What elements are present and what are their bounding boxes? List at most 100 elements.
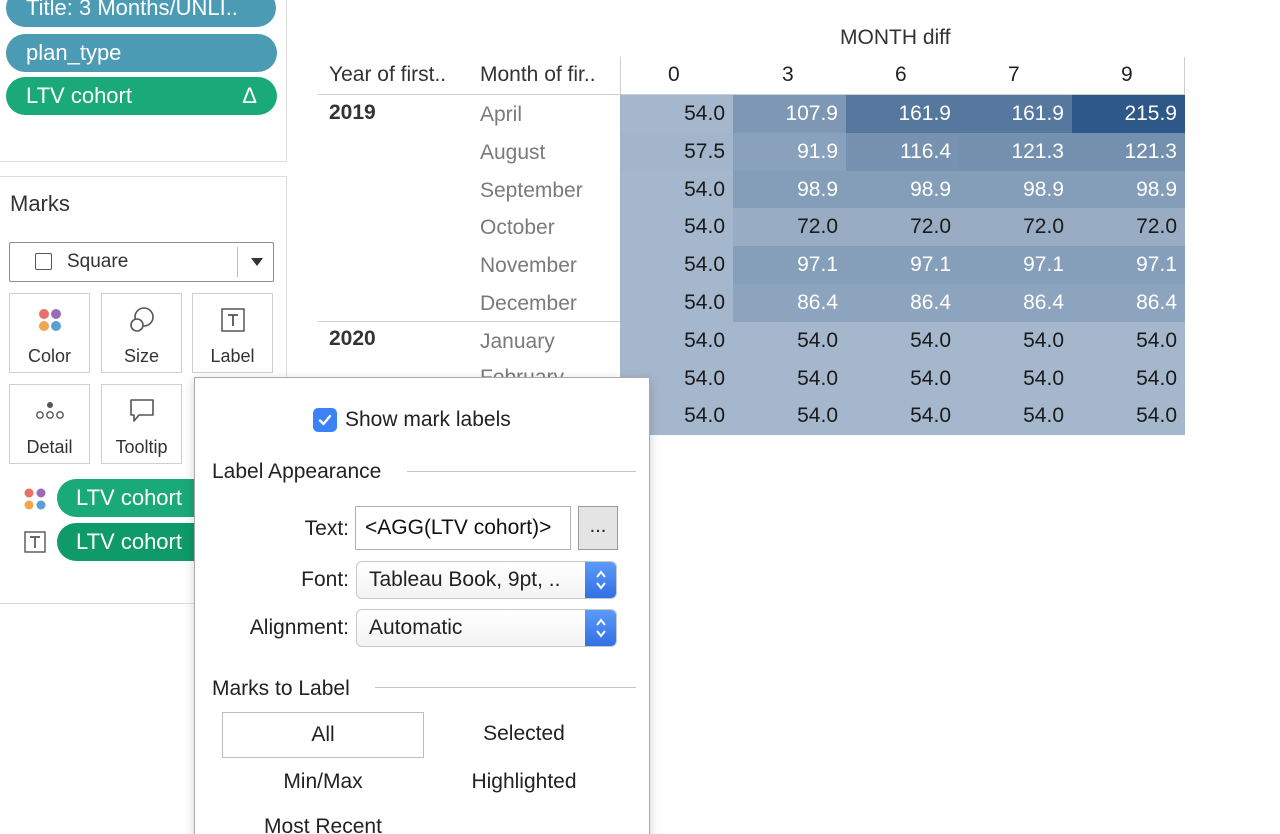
show-mark-labels-row[interactable]: Show mark labels [313,406,511,434]
heatmap-cell[interactable]: 121.3 [1072,132,1185,171]
label-button[interactable]: Label [192,293,273,373]
year-label[interactable]: 2019 [329,101,376,124]
heatmap-cell[interactable]: 54.0 [1072,321,1185,360]
heatmap-cell[interactable]: 54.0 [733,359,846,398]
text-field[interactable]: <AGG(LTV cohort)> [355,506,571,550]
heatmap-cell[interactable]: 54.0 [620,95,733,133]
heatmap-cell[interactable]: 54.0 [733,397,846,436]
heatmap-cell[interactable]: 54.0 [846,359,959,398]
select-stepper-icon [585,562,616,598]
edit-text-button[interactable]: ... [578,506,618,550]
heatmap-cell[interactable]: 215.9 [1072,95,1185,133]
label-appearance-heading: Label Appearance [212,460,382,483]
heatmap-cell[interactable]: 54.0 [620,246,733,285]
heatmap-cell[interactable]: 54.0 [846,321,959,360]
font-select[interactable]: Tableau Book, 9pt, .. [356,561,617,599]
label-shelf-pill-label: LTV cohort [76,529,182,554]
heatmap-cell[interactable]: 97.1 [846,246,959,285]
month-label[interactable]: September [480,179,583,202]
heatmap-cell[interactable]: 91.9 [733,132,846,171]
alignment-select-value: Automatic [369,616,463,639]
filters-card: Title: 3 Months/UNLI.. plan_type LTV coh… [0,0,287,162]
heatmap-cell[interactable]: 161.9 [959,95,1072,133]
heatmap-cell[interactable]: 98.9 [846,170,959,209]
heatmap-cell[interactable]: 54.0 [846,397,959,436]
text-label-icon [193,306,272,334]
heatmap-cell[interactable]: 98.9 [733,170,846,209]
month-label[interactable]: April [480,103,523,126]
tooltip-button[interactable]: Tooltip [101,384,182,464]
heatmap-cell[interactable]: 86.4 [846,284,959,322]
size-button[interactable]: Size [101,293,182,373]
heatmap-cell[interactable]: 107.9 [733,95,846,133]
column-header[interactable]: 3 [782,63,794,86]
heatmap-cell[interactable]: 86.4 [1072,284,1185,322]
year-label[interactable]: 2020 [329,327,376,350]
marks-to-label-selected[interactable]: Selected [483,722,565,745]
size-button-label: Size [123,346,159,366]
heatmap-cell[interactable]: 54.0 [959,359,1072,398]
header-divider [1184,57,1185,95]
marks-to-label-minmax[interactable]: Min/Max [283,770,363,793]
heatmap-cell[interactable]: 54.0 [959,397,1072,436]
filter-pill-title[interactable]: Title: 3 Months/UNLI.. [6,0,276,27]
heatmap-cell[interactable]: 98.9 [1072,170,1185,209]
month-label[interactable]: August [480,141,546,164]
heatmap-cell[interactable]: 97.1 [1072,246,1185,285]
filter-pill-ltv-cohort-label: LTV cohort [26,83,132,108]
heatmap-cell[interactable]: 72.0 [1072,208,1185,247]
heatmap-cell[interactable]: 54.0 [733,321,846,360]
month-label[interactable]: November [480,254,577,277]
heatmap-cell[interactable]: 54.0 [959,321,1072,360]
row-header-month[interactable]: Month of fir.. [480,63,596,86]
section-divider [375,687,636,688]
mark-type-dropdown[interactable]: Square [9,242,274,282]
color-button[interactable]: Color [9,293,90,373]
heatmap-cell[interactable]: 86.4 [733,284,846,322]
year-separator [318,321,620,322]
column-header[interactable]: 6 [895,63,907,86]
heatmap-cell[interactable]: 72.0 [733,208,846,247]
month-label[interactable]: October [480,216,555,239]
heatmap-cell[interactable]: 54.0 [1072,359,1185,398]
heatmap-cell[interactable]: 54.0 [620,208,733,247]
marks-to-label-all[interactable]: All [222,712,424,758]
delta-icon: Δ [242,83,257,108]
heatmap-cell[interactable]: 57.5 [620,132,733,171]
column-header[interactable]: 0 [668,63,680,86]
alignment-select[interactable]: Automatic [356,609,617,647]
detail-button[interactable]: Detail [9,384,90,464]
heatmap-cell[interactable]: 97.1 [733,246,846,285]
font-select-value: Tableau Book, 9pt, .. [369,568,561,591]
size-icon [102,306,181,334]
show-mark-labels-checkbox[interactable] [313,408,337,432]
heatmap-cell[interactable]: 72.0 [959,208,1072,247]
marks-to-label-heading: Marks to Label [212,677,350,700]
heatmap-cell[interactable]: 121.3 [959,132,1072,171]
heatmap-cell[interactable]: 97.1 [959,246,1072,285]
square-icon [35,253,52,270]
heatmap-cell[interactable]: 54.0 [620,321,733,360]
filter-pill-ltv-cohort[interactable]: LTV cohort Δ [6,77,277,115]
heatmap-cell[interactable]: 116.4 [846,132,959,171]
column-header[interactable]: 7 [1008,63,1020,86]
heatmap-cell[interactable]: 72.0 [846,208,959,247]
dropdown-divider [237,247,238,277]
marks-to-label-most-recent[interactable]: Most Recent [264,815,382,834]
row-header-year[interactable]: Year of first.. [329,63,447,86]
select-stepper-icon [585,610,616,646]
label-button-label: Label [210,346,255,366]
month-label[interactable]: January [480,330,555,353]
heatmap-cell[interactable]: 54.0 [1072,397,1185,436]
filter-pill-plan-type[interactable]: plan_type [6,34,277,72]
heatmap-cell[interactable]: 86.4 [959,284,1072,322]
month-label[interactable]: December [480,292,577,315]
heatmap-cell[interactable]: 54.0 [620,284,733,322]
detail-icon [10,397,89,425]
heatmap-cell[interactable]: 161.9 [846,95,959,133]
heatmap-cell[interactable]: 98.9 [959,170,1072,209]
marks-to-label-highlighted[interactable]: Highlighted [471,770,577,793]
heatmap-cell[interactable]: 54.0 [620,170,733,209]
column-header[interactable]: 9 [1121,63,1133,86]
crosstab-view: MONTH diff Year of first.. Month of fir.… [300,0,1280,834]
